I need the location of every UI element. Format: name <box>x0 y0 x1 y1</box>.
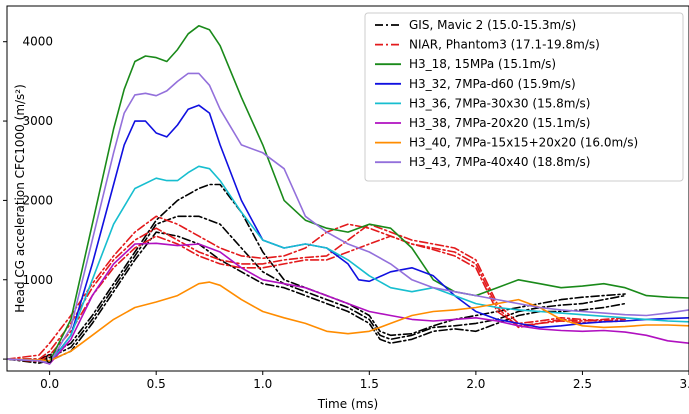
series-line <box>7 24 689 363</box>
y-tick-label: 3000 <box>22 114 53 128</box>
x-tick-label: 2.5 <box>573 377 592 391</box>
legend-label: H3_43, 7MPa-40x40 (18.8m/s) <box>409 155 590 169</box>
series-line <box>7 231 626 364</box>
plot-frame <box>6 5 689 372</box>
y-axis-title: Head CG acceleration CFC1000 (m/s²) <box>13 84 27 313</box>
x-tick-label: 1.0 <box>253 377 272 391</box>
series-group <box>7 183 626 364</box>
legend-label: GIS, Mavic 2 (15.0-15.3m/s) <box>409 18 576 32</box>
legend-entry: NIAR, Phantom3 (17.1-19.8m/s) <box>375 38 600 52</box>
legend-label: H3_18, 15MPa (15.1m/s) <box>409 57 556 71</box>
legend-label: H3_40, 7MPa-15x15+20x20 (16.0m/s) <box>409 136 638 150</box>
series-line <box>7 215 626 363</box>
series-group <box>7 281 689 362</box>
legend-box <box>364 12 684 182</box>
axes-layer: 0.0 0.5 1.0 1.5 2.0 2.5 3.0 0 1000 2000 3000 4000 <box>3 5 689 391</box>
legend: GIS, Mavic 2 (15.0-15.3m/s) NIAR, Phantom… <box>364 12 684 182</box>
y-tick-label: 0 <box>45 352 53 366</box>
legend-entry: H3_40, 7MPa-15x15+20x20 (16.0m/s) <box>375 136 638 150</box>
series-layer <box>7 24 689 365</box>
series-group <box>7 24 689 363</box>
y-tick-label: 1000 <box>22 273 53 287</box>
y-tick-label: 4000 <box>22 35 53 49</box>
legend-entry: GIS, Mavic 2 (15.0-15.3m/s) <box>375 18 576 32</box>
y-tick-label: 2000 <box>22 193 53 207</box>
legend-label: H3_32, 7MPa-d60 (15.9m/s) <box>409 77 576 91</box>
series-line <box>7 165 689 365</box>
series-group <box>7 72 689 364</box>
legend-label: NIAR, Phantom3 (17.1-19.8m/s) <box>409 38 600 52</box>
x-tick-label: 0.0 <box>40 377 59 391</box>
x-axis-title: Time (ms) <box>317 397 379 411</box>
legend-entry: H3_32, 7MPa-d60 (15.9m/s) <box>375 77 576 91</box>
series-line <box>7 242 689 365</box>
legend-entry: H3_18, 15MPa (15.1m/s) <box>375 57 556 71</box>
series-line <box>7 183 626 360</box>
x-tick-label: 2.0 <box>466 377 485 391</box>
x-tick-label: 1.5 <box>360 377 379 391</box>
legend-entry: H3_38, 7MPa-20x20 (15.1m/s) <box>375 116 590 130</box>
series-group <box>7 242 689 365</box>
series-line <box>7 235 626 363</box>
series-group <box>7 165 689 365</box>
legend-label: H3_36, 7MPa-30x30 (15.8m/s) <box>409 96 590 110</box>
x-tick-label: 3.0 <box>679 377 689 391</box>
x-tick-label: 0.5 <box>147 377 166 391</box>
series-line <box>7 223 626 360</box>
series-line <box>7 281 689 362</box>
legend-entry: H3_36, 7MPa-30x30 (15.8m/s) <box>375 96 590 110</box>
legend-label: H3_38, 7MPa-20x20 (15.1m/s) <box>409 116 590 130</box>
series-line <box>7 72 689 364</box>
legend-entry: H3_43, 7MPa-40x40 (18.8m/s) <box>375 155 590 169</box>
